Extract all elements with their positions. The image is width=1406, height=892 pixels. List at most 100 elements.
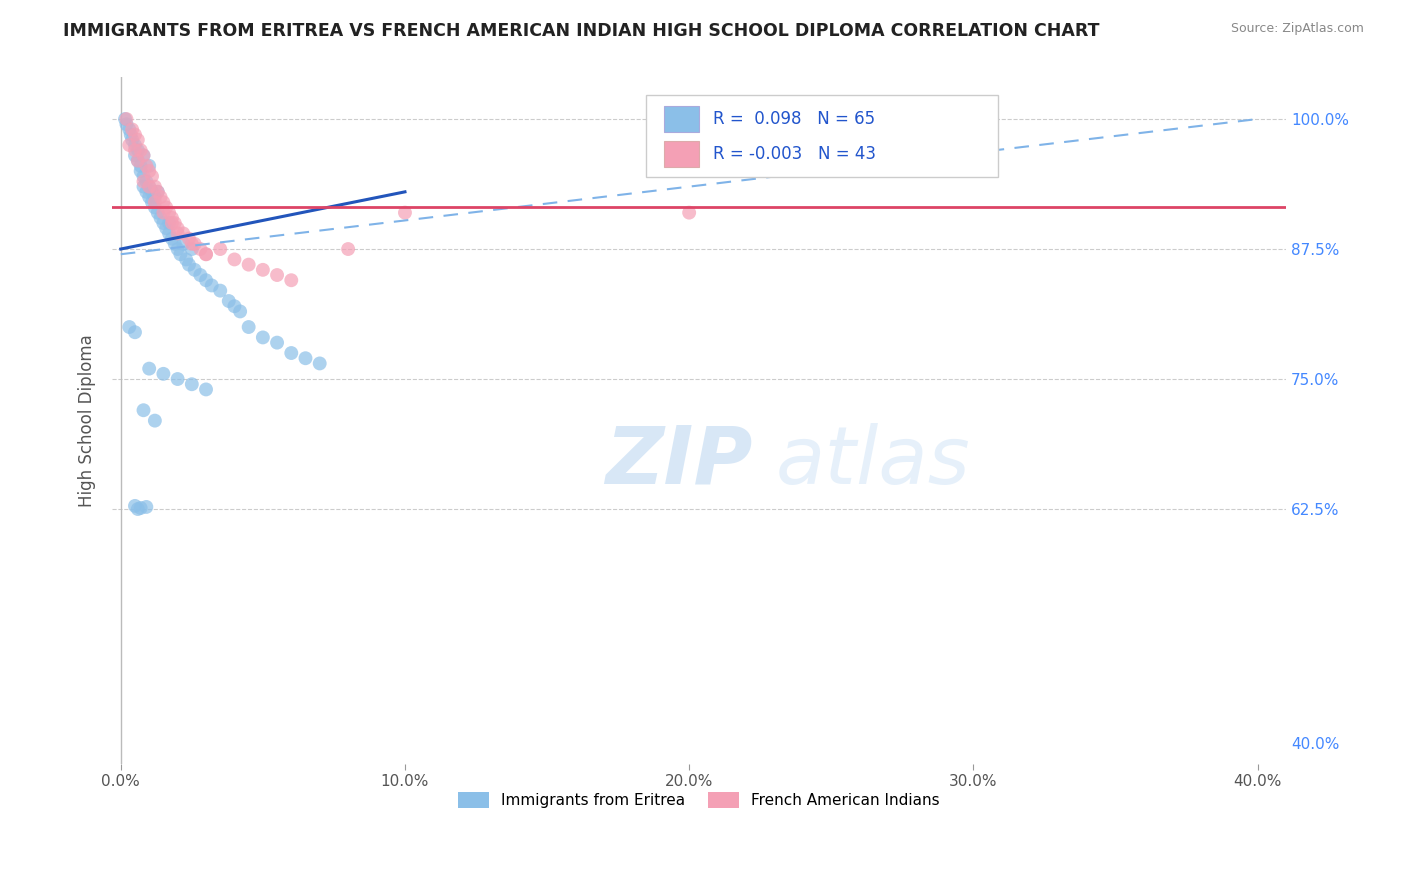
Point <box>163 216 186 230</box>
Point <box>209 284 232 298</box>
Point <box>124 143 146 157</box>
Point <box>252 330 274 344</box>
Point <box>127 153 149 168</box>
Point <box>166 372 188 386</box>
Point <box>127 502 149 516</box>
Point <box>138 164 160 178</box>
Point <box>180 242 202 256</box>
Point <box>152 367 174 381</box>
Point <box>166 242 188 256</box>
Point <box>188 242 211 256</box>
Point <box>132 179 155 194</box>
Point <box>155 201 177 215</box>
Point <box>166 227 188 241</box>
Point <box>169 247 191 261</box>
Point <box>394 205 416 219</box>
Point <box>188 268 211 282</box>
Point <box>149 211 172 225</box>
Point <box>121 133 143 147</box>
Point <box>135 174 157 188</box>
Point <box>132 174 155 188</box>
Text: R =  0.098   N = 65: R = 0.098 N = 65 <box>713 111 876 128</box>
Point <box>195 383 218 397</box>
Point <box>132 403 155 417</box>
Point <box>132 169 155 184</box>
Point <box>201 278 224 293</box>
Point <box>143 414 166 428</box>
Point <box>129 159 152 173</box>
Text: R = -0.003   N = 43: R = -0.003 N = 43 <box>713 145 876 162</box>
Point <box>114 112 136 126</box>
Point <box>337 242 360 256</box>
Point <box>238 258 260 272</box>
Point <box>143 201 166 215</box>
Point <box>177 258 200 272</box>
Point <box>160 216 183 230</box>
Point <box>218 293 240 308</box>
Point <box>152 205 174 219</box>
Point <box>183 263 205 277</box>
Point <box>115 112 138 126</box>
Point <box>224 299 246 313</box>
Text: Source: ZipAtlas.com: Source: ZipAtlas.com <box>1230 22 1364 36</box>
Point <box>238 320 260 334</box>
Point <box>118 138 141 153</box>
Point <box>141 185 163 199</box>
Point <box>183 236 205 251</box>
Point <box>229 304 252 318</box>
Point <box>146 185 169 199</box>
Point <box>294 351 316 366</box>
Point <box>160 232 183 246</box>
Point <box>180 236 202 251</box>
Point <box>172 227 194 241</box>
Point <box>121 122 143 136</box>
Point <box>195 247 218 261</box>
Point <box>166 221 188 235</box>
Point <box>135 185 157 199</box>
Text: IMMIGRANTS FROM ERITREA VS FRENCH AMERICAN INDIAN HIGH SCHOOL DIPLOMA CORRELATIO: IMMIGRANTS FROM ERITREA VS FRENCH AMERIC… <box>63 22 1099 40</box>
Point <box>118 320 141 334</box>
Point <box>280 346 302 360</box>
Point <box>152 195 174 210</box>
Y-axis label: High School Diploma: High School Diploma <box>79 334 96 507</box>
Point <box>124 128 146 142</box>
Point <box>132 148 155 162</box>
Point <box>280 273 302 287</box>
Point <box>155 221 177 235</box>
Point <box>163 236 186 251</box>
Point <box>129 500 152 515</box>
Point <box>160 211 183 225</box>
Point <box>138 179 160 194</box>
Point <box>138 361 160 376</box>
Point <box>146 185 169 199</box>
Point <box>141 169 163 184</box>
Point <box>146 205 169 219</box>
Point <box>143 195 166 210</box>
FancyBboxPatch shape <box>664 106 699 132</box>
Point <box>129 164 152 178</box>
Text: ZIP: ZIP <box>605 423 752 500</box>
Point <box>124 325 146 339</box>
Point <box>177 232 200 246</box>
Point <box>209 242 232 256</box>
Point <box>135 500 157 514</box>
FancyBboxPatch shape <box>664 141 699 167</box>
Point <box>180 377 202 392</box>
Point <box>127 143 149 157</box>
Point <box>195 273 218 287</box>
Point <box>157 227 180 241</box>
Point <box>138 159 160 173</box>
FancyBboxPatch shape <box>647 95 998 177</box>
Point <box>266 335 288 350</box>
Point <box>124 499 146 513</box>
Point <box>152 216 174 230</box>
Point <box>138 190 160 204</box>
Point <box>141 195 163 210</box>
Point <box>135 159 157 173</box>
Point <box>157 205 180 219</box>
Point <box>678 205 700 219</box>
Point <box>115 117 138 131</box>
Point <box>172 236 194 251</box>
Point <box>138 179 160 194</box>
Point <box>157 216 180 230</box>
